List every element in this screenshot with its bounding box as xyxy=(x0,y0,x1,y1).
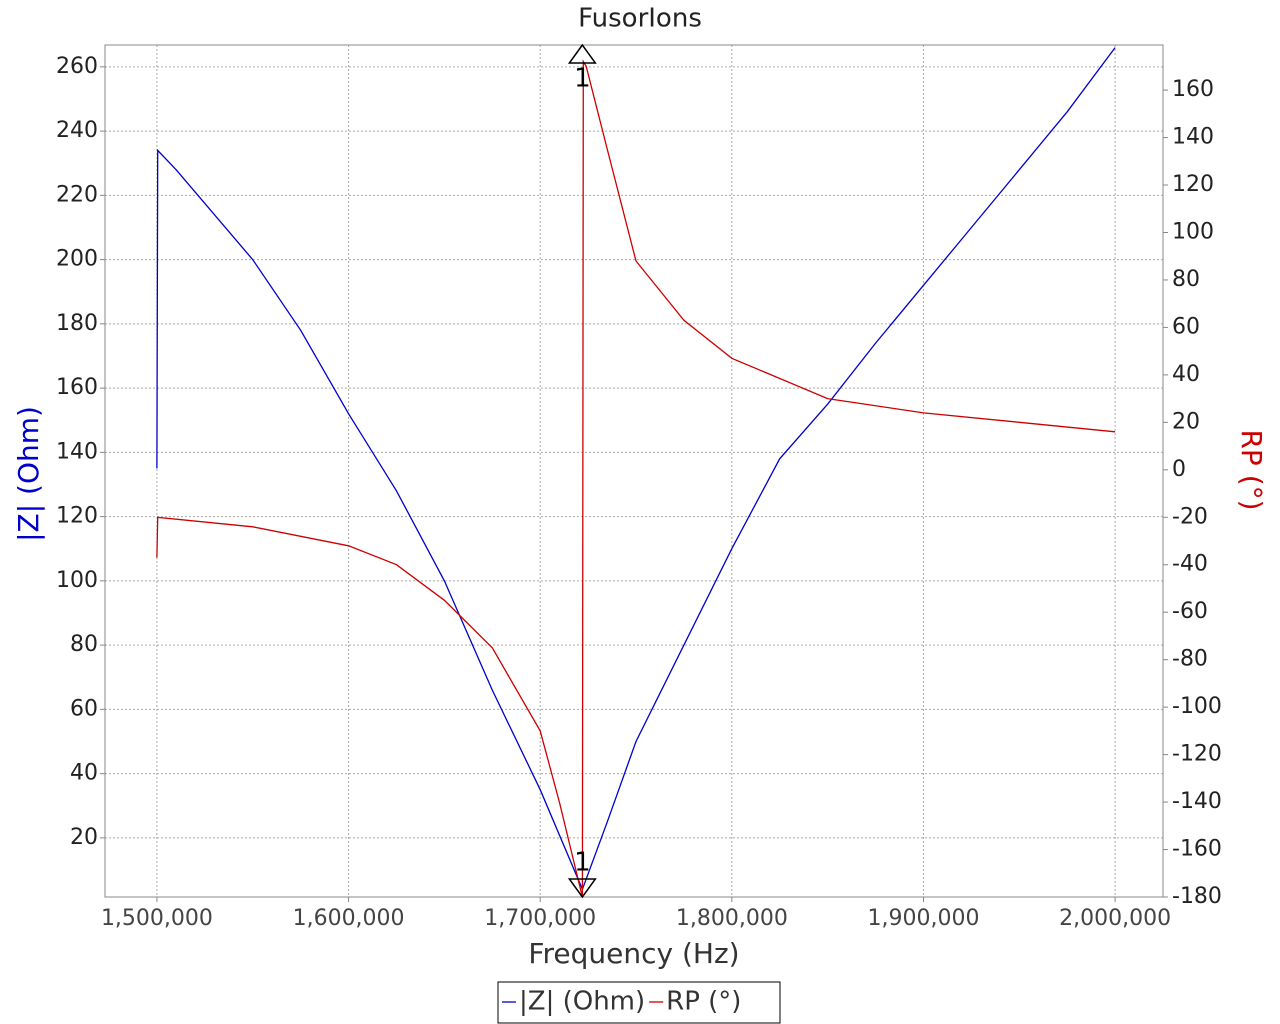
y-tick-label: 140 xyxy=(56,439,98,464)
marker xyxy=(567,43,597,64)
y2-tick-label: 60 xyxy=(1172,314,1200,339)
series-line xyxy=(156,59,1116,898)
y2-tick-label: -120 xyxy=(1172,742,1222,767)
x-tick-label: 1,900,000 xyxy=(867,906,979,931)
marker xyxy=(567,878,597,899)
plot-frame xyxy=(104,44,1164,898)
y2-tick-label: -140 xyxy=(1172,789,1222,814)
y2-tick-label: 0 xyxy=(1172,457,1186,482)
y2-tick-label: -60 xyxy=(1172,599,1208,624)
y-tick-label: 60 xyxy=(70,696,98,721)
y2-tick-label: -80 xyxy=(1172,647,1208,672)
y2-tick-label: 100 xyxy=(1172,219,1214,244)
x-axis-label: Frequency (Hz) xyxy=(528,937,739,970)
x-tick-label: 1,800,000 xyxy=(676,906,788,931)
y-tick-label: 100 xyxy=(56,568,98,593)
chart-title: FusorIons xyxy=(578,4,702,34)
y2-tick-label: 140 xyxy=(1172,125,1214,150)
x-tick-label: 1,600,000 xyxy=(293,906,405,931)
y2-tick-label: 80 xyxy=(1172,267,1200,292)
y2-tick-label: -40 xyxy=(1172,552,1208,577)
legend: |Z| (Ohm) RP (°) xyxy=(502,987,741,1017)
y-tick-label: 200 xyxy=(56,247,98,272)
legend-box xyxy=(497,981,781,1024)
y-tick-label: 20 xyxy=(70,825,98,850)
x-tick-label: 1,700,000 xyxy=(484,906,596,931)
marker-label: 1 xyxy=(574,848,591,878)
y-tick-label: 240 xyxy=(56,118,98,143)
x-tick-label: 2,000,000 xyxy=(1059,906,1171,931)
y2-tick-label: -180 xyxy=(1172,884,1222,909)
y-tick-label: 40 xyxy=(70,761,98,786)
y2-tick-label: -160 xyxy=(1172,837,1222,862)
y2-tick-label: -100 xyxy=(1172,694,1222,719)
y-tick-label: 180 xyxy=(56,311,98,336)
y2-tick-label: -20 xyxy=(1172,504,1208,529)
y-tick-label: 260 xyxy=(56,54,98,79)
y2-tick-label: 160 xyxy=(1172,77,1214,102)
y-tick-label: 120 xyxy=(56,504,98,529)
y2-tick-label: 20 xyxy=(1172,409,1200,434)
y-tick-label: 80 xyxy=(70,632,98,657)
y-tick-label: 220 xyxy=(56,182,98,207)
y2-axis-label: RP (°) xyxy=(1235,429,1268,510)
legend-label: |Z| (Ohm) xyxy=(519,987,645,1017)
y-tick-label: 160 xyxy=(56,375,98,400)
x-tick-label: 1,500,000 xyxy=(101,906,213,931)
y2-tick-label: 120 xyxy=(1172,172,1214,197)
marker-label: 1 xyxy=(574,64,591,94)
y-axis-label: |Z| (Ohm) xyxy=(12,406,45,542)
y2-tick-label: 40 xyxy=(1172,362,1200,387)
legend-label: RP (°) xyxy=(666,987,741,1017)
series-line xyxy=(156,47,1116,892)
